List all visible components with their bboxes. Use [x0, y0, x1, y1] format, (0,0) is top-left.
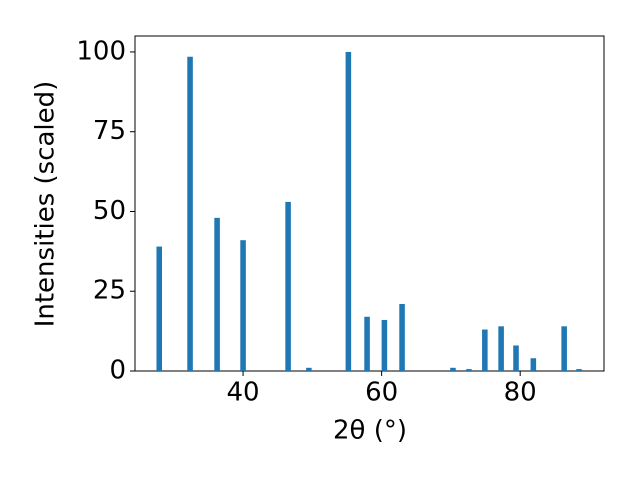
- bar: [530, 358, 537, 371]
- bar: [285, 201, 291, 371]
- x-axis-label: 2θ (°): [333, 416, 407, 446]
- bar: [214, 217, 220, 371]
- bar: [240, 240, 246, 371]
- bar: [450, 367, 456, 371]
- bar: [498, 326, 504, 371]
- bar: [381, 319, 388, 371]
- bar: [561, 326, 567, 371]
- y-tick-label: 50: [93, 196, 126, 226]
- x-tick-label: 60: [365, 378, 398, 408]
- bar: [399, 304, 405, 371]
- bar: [187, 56, 193, 371]
- bar: [306, 367, 312, 371]
- y-axis-label: Intensities (scaled): [31, 81, 61, 328]
- x-tick-label: 40: [227, 378, 260, 408]
- y-tick-label: 75: [93, 116, 126, 146]
- bar: [482, 329, 488, 371]
- bar: [466, 369, 472, 371]
- x-tick-label: 80: [504, 378, 537, 408]
- y-tick-label: 100: [76, 36, 126, 66]
- bar: [156, 246, 163, 371]
- y-tick-label: 25: [93, 276, 126, 306]
- bar: [345, 51, 352, 371]
- bar: [576, 369, 582, 371]
- bar: [513, 345, 519, 371]
- y-tick-label: 0: [109, 356, 126, 386]
- bar: [364, 316, 370, 371]
